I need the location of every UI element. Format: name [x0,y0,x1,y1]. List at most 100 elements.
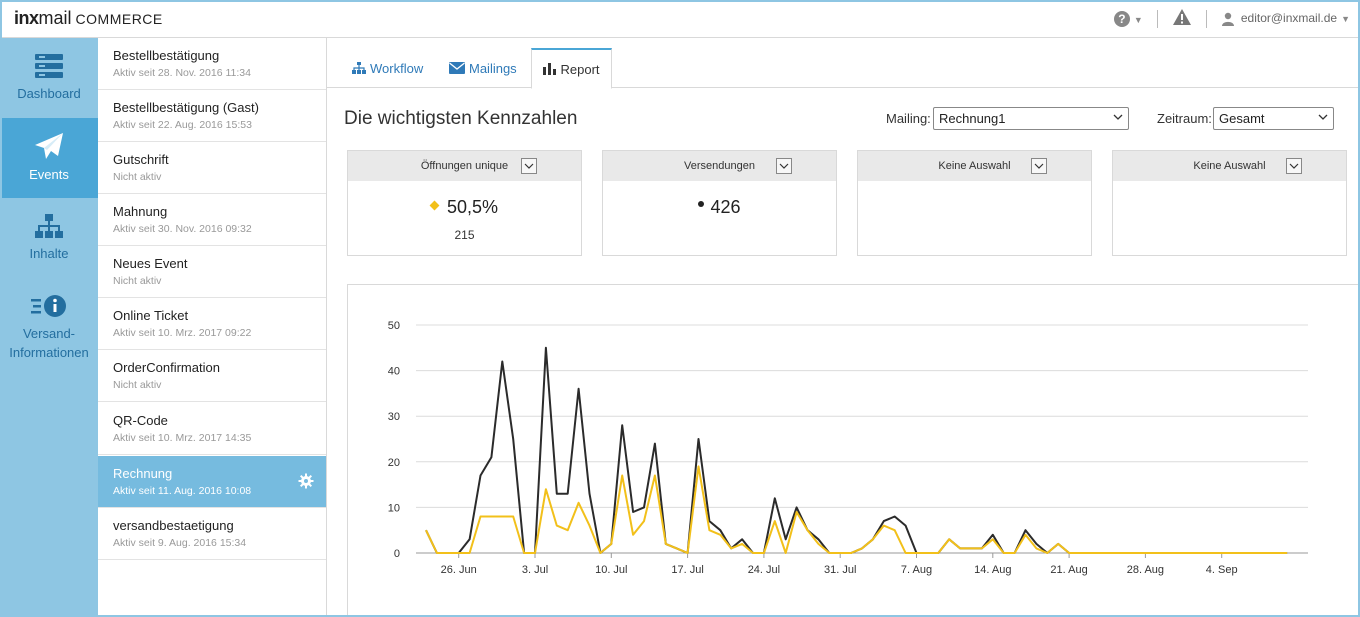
nav-versand-informationen[interactable]: Versand- Informationen [0,278,98,378]
event-item[interactable]: Bestellbestätigung (Gast) Aktiv seit 22. … [98,90,326,142]
kpi-select-dropdown[interactable] [1031,158,1047,174]
kpi-select-dropdown[interactable] [1286,158,1302,174]
user-email: editor@inxmail.de [1240,11,1338,26]
help-menu[interactable]: ? ▼ [1113,10,1143,27]
event-item[interactable]: Online Ticket Aktiv seit 10. Mrz. 2017 09… [98,298,326,350]
event-item[interactable]: OrderConfirmation Nicht aktiv [98,350,326,402]
tab-label: Report [560,61,600,77]
chevron-down-icon [524,163,534,169]
sitemap-icon [35,213,63,238]
main-content: Workflow Mailings Report Die wichtigsten… [327,38,1360,617]
period-select[interactable]: Gesamt [1213,107,1334,130]
chevron-down-icon [1318,114,1328,120]
event-name: Bestellbestätigung [113,48,220,63]
x-tick-label: 24. Jul [748,564,780,576]
series-line-1 [425,465,1288,554]
mailing-select[interactable]: Rechnung1 [933,107,1129,130]
main-navigation: Dashboard Events Inhalte Versand- Inform… [0,38,98,617]
period-value: Gesamt [1219,111,1265,126]
question-circle-icon: ? [1113,10,1130,27]
chevron-down-icon [1034,163,1044,169]
y-tick-label: 50 [388,320,400,332]
x-tick-label: 10. Jul [595,564,627,576]
nav-label: Dashboard [17,85,81,101]
y-tick-label: 10 [388,502,400,514]
event-name: Neues Event [113,256,188,271]
event-status: Aktiv seit 11. Aug. 2016 10:08 [113,485,252,497]
event-status: Aktiv seit 28. Nov. 2016 11:34 [113,67,251,79]
x-tick-label: 4. Sep [1206,564,1238,576]
x-tick-label: 7. Aug [901,564,932,576]
y-tick-label: 20 [388,457,400,469]
kpi-title: Keine Auswahl [1193,160,1266,172]
y-tick-label: 40 [388,366,400,378]
event-name: Gutschrift [113,152,169,167]
kpi-card: Keine Auswahl [1112,150,1347,256]
event-list: Bestellbestätigung Aktiv seit 28. Nov. 20… [98,38,327,617]
chart-panel: 0 10 20 30 40 50 26. Jun 3. Jul 10. Jul 17. Jul 24… [347,284,1360,617]
chevron-down-icon: ▼ [1341,14,1350,25]
tab-label: Workflow [370,60,424,76]
tab-workflow[interactable]: Workflow [344,48,431,88]
kpi-value: 50,5% [446,197,499,217]
event-status: Aktiv seit 22. Aug. 2016 15:53 [113,119,252,131]
top-bar: inxmail COMMERCE ? ▼ editor@inxmail.de ▼ [0,0,1360,38]
period-label: Zeitraum: [1157,111,1212,126]
event-item[interactable]: versandbestaetigung Aktiv seit 9. Aug. 20… [98,508,326,560]
sitemap-icon [352,62,366,74]
nav-label: Events [29,166,69,182]
kpi-title: Versendungen [684,160,755,172]
x-tick-label: 26. Jun [441,564,477,576]
divider [1205,9,1207,28]
event-item-selected[interactable]: Rechnung Aktiv seit 11. Aug. 2016 10:08 [98,456,326,508]
x-tick-label: 21. Aug [1050,564,1087,576]
nav-inhalte[interactable]: Inhalte [0,198,98,278]
chevron-down-icon: ▼ [1133,14,1143,25]
event-name: versandbestaetigung [113,518,234,533]
event-status: Nicht aktiv [113,275,162,287]
tab-mailings[interactable]: Mailings [441,48,525,88]
event-status: Aktiv seit 30. Nov. 2016 09:32 [113,223,252,235]
event-item[interactable]: Bestellbestätigung Aktiv seit 28. Nov. 20… [98,38,326,90]
user-icon [1221,12,1234,26]
event-status: Nicht aktiv [113,379,162,391]
y-tick-label: 30 [388,411,400,423]
page-title: Die wichtigsten Kennzahlen [344,108,578,129]
x-tick-label: 17. Jul [671,564,703,576]
x-tick-label: 31. Jul [824,564,856,576]
event-status: Nicht aktiv [113,171,162,183]
event-name: OrderConfirmation [113,360,220,375]
kpi-select-dropdown[interactable] [521,158,537,174]
kpi-title: Keine Auswahl [938,160,1011,172]
nav-dashboard[interactable]: Dashboard [0,38,98,118]
line-chart: 0 10 20 30 40 50 26. Jun 3. Jul 10. Jul 17. Jul 24… [388,320,1308,576]
chevron-down-icon [779,163,789,169]
app-logo[interactable]: inxmail COMMERCE [14,8,163,28]
event-item[interactable]: Neues Event Nicht aktiv [98,246,326,298]
x-tick-label: 28. Aug [1127,564,1164,576]
x-tick-label: 3. Jul [522,564,548,576]
event-status: Aktiv seit 9. Aug. 2016 15:34 [113,537,247,549]
warning-triangle-icon[interactable] [1172,8,1192,29]
event-item[interactable]: Mahnung Aktiv seit 30. Nov. 2016 09:32 [98,194,326,246]
event-name: Rechnung [113,466,173,481]
divider [1156,9,1158,28]
event-name: Mahnung [113,204,168,219]
event-item[interactable]: Gutschrift Nicht aktiv [98,142,326,194]
info-list-icon [31,295,66,318]
chevron-down-icon [1113,114,1123,120]
event-status: Aktiv seit 10. Mrz. 2017 09:22 [113,327,252,339]
nav-label: Versand- [22,326,76,342]
server-stack-icon [35,53,63,78]
envelope-icon [449,62,465,74]
kpi-subvalue: 215 [454,228,475,242]
mailing-label: Mailing: [886,111,931,126]
event-item[interactable]: QR-Code Aktiv seit 10. Mrz. 2017 14:35 [98,403,326,455]
diamond-marker-icon [429,200,440,211]
kpi-select-dropdown[interactable] [776,158,792,174]
gear-icon[interactable] [298,473,314,489]
tab-report[interactable]: Report [531,48,612,89]
user-menu[interactable]: editor@inxmail.de ▼ [1221,11,1350,26]
event-name: QR-Code [113,413,168,428]
nav-events[interactable]: Events [0,118,98,198]
